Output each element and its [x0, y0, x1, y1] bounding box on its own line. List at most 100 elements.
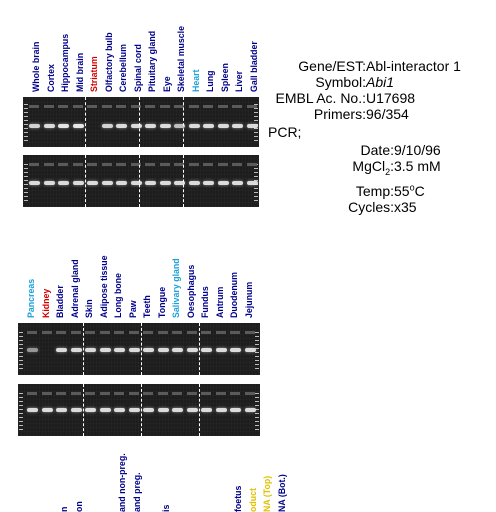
gel-well — [172, 392, 182, 395]
gel-band — [157, 408, 169, 412]
lane-label: Teeth — [142, 295, 152, 318]
gel-band — [157, 348, 169, 352]
lane-label: and non-preg. — [117, 453, 127, 512]
gel-well — [186, 392, 197, 395]
lane-group-divider — [85, 155, 86, 207]
date-label: Date: — [360, 142, 394, 158]
pcr-label: PCR; — [268, 124, 302, 140]
gel-well — [217, 163, 228, 166]
gel-band — [230, 348, 241, 352]
gel-band — [58, 181, 69, 185]
gel-band — [203, 181, 214, 185]
gel-band — [143, 348, 154, 352]
gel-band — [85, 348, 96, 352]
gel-band — [186, 348, 198, 352]
date-row: Date:9/10/96 — [268, 142, 461, 158]
gel-well — [85, 392, 95, 395]
ladder-marker — [254, 103, 258, 141]
gel-band — [217, 124, 229, 128]
primers-value: 96/354 — [366, 106, 409, 122]
gel-well — [72, 163, 83, 166]
gel-band — [72, 181, 84, 185]
lane-label: foetus — [233, 485, 243, 512]
gel-well — [215, 392, 226, 395]
gel-well — [188, 163, 199, 166]
gel-well — [87, 105, 97, 108]
ladder-marker — [255, 390, 259, 430]
embl-label: EMBL Ac. No.: — [275, 90, 366, 106]
ladder-marker — [24, 103, 28, 141]
mgcl-label: MgCl2: — [268, 158, 394, 180]
gel-well — [114, 392, 124, 395]
lane-label: Cerebellum — [118, 44, 128, 92]
lane-label: Kidney — [40, 288, 51, 318]
gel-well — [230, 331, 240, 334]
gel-well — [29, 163, 39, 166]
panel2-gel-top — [18, 323, 260, 375]
gel-well — [172, 331, 182, 334]
lane-group-divider — [85, 97, 86, 147]
gel-well — [58, 105, 68, 108]
gel-well — [143, 331, 153, 334]
gel-band — [215, 408, 227, 412]
gel-band — [143, 408, 154, 412]
gel-band — [201, 408, 212, 412]
gel-band — [246, 124, 258, 128]
ladder-marker — [19, 390, 23, 430]
gel-well — [41, 331, 52, 334]
gel-band — [43, 124, 55, 128]
gel-band — [116, 124, 127, 128]
lane-group-divider — [141, 384, 142, 436]
lane-label: Eye — [161, 76, 172, 92]
cycles-row: Cycles:x35 — [268, 199, 461, 215]
lane-label: NA (Bot.) — [276, 474, 287, 512]
gel-well — [201, 392, 211, 395]
gel-well — [174, 105, 184, 108]
lane-label: Whole brain — [31, 41, 41, 92]
gel-well — [70, 331, 81, 334]
cycles-value: x35 — [394, 199, 417, 216]
gel-well — [70, 392, 81, 395]
gel-well — [114, 331, 124, 334]
lane-label: Bladder — [55, 285, 65, 318]
gel-band — [232, 124, 243, 128]
lane-group-divider — [83, 323, 84, 375]
gel-well — [116, 163, 126, 166]
symbol-value: Abi1 — [366, 74, 395, 90]
lane-label: and preg. — [131, 472, 142, 512]
gel-band — [29, 124, 40, 128]
symbol-row: Symbol:Abi1 — [268, 74, 461, 90]
panel1-gel-bottom — [23, 155, 259, 207]
lane-label: Adipose tissue — [98, 255, 109, 318]
lane-label: Lung — [205, 70, 215, 93]
mgcl-label-colon: : — [390, 158, 394, 174]
embl-value: U17698 — [366, 90, 416, 106]
mgcl-label-main: MgCl — [352, 158, 386, 174]
lane-label: on — [73, 501, 84, 512]
lane-label: Hippocampus — [60, 33, 70, 92]
gel-well — [159, 163, 170, 166]
gel-band — [230, 408, 241, 412]
gel-well — [43, 163, 54, 166]
gel-well — [99, 392, 110, 395]
gel-band — [159, 124, 171, 128]
lane-label: Pituitary gland — [147, 30, 157, 92]
lane-label: Spinal cord — [132, 44, 143, 92]
symbol-label: Symbol: — [315, 74, 366, 90]
gel-band — [101, 181, 113, 185]
mgcl-label-sub: 2 — [385, 166, 391, 177]
lane-group-divider — [199, 323, 200, 375]
gel-band — [201, 348, 212, 352]
gel-band — [174, 181, 185, 185]
gel-well — [143, 392, 153, 395]
gel-band — [56, 348, 67, 352]
gel-band — [128, 408, 140, 412]
temp-value-num: 55 — [394, 183, 410, 200]
gel-well — [130, 163, 141, 166]
gel-band — [41, 408, 53, 412]
gel-band — [56, 408, 67, 412]
cycles-label: Cycles: — [348, 199, 394, 216]
lane-group-divider — [199, 384, 200, 436]
gel-well — [215, 331, 226, 334]
lane-label: Striatum — [89, 56, 99, 92]
